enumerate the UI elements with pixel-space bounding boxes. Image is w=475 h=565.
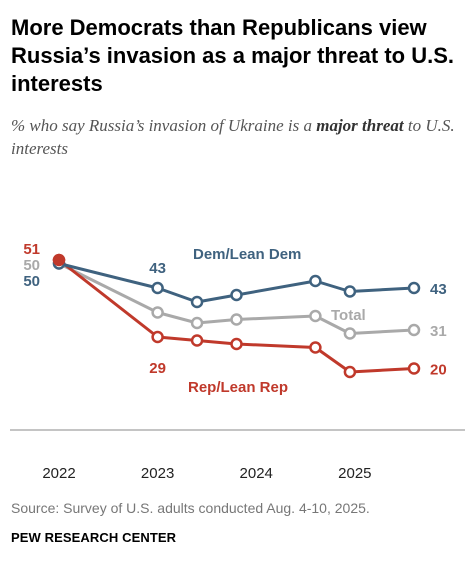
data-point-dem-lean-dem-4	[309, 274, 322, 288]
source-note: Source: Survey of U.S. adults conducted …	[11, 500, 370, 516]
series-label-dem: Dem/Lean Dem	[193, 246, 301, 263]
value-label-total-2022: 50	[23, 257, 40, 274]
data-point-dem-lean-dem-6	[407, 281, 421, 295]
data-point-dem-lean-dem-3	[230, 288, 243, 302]
data-point-dem-lean-dem-5	[343, 285, 357, 298]
data-point-total-3	[230, 313, 243, 326]
chart-title: More Democrats than Republicans view Rus…	[11, 15, 454, 96]
value-label-rep-2022: 51	[23, 241, 40, 258]
data-point-rep-lean-rep-1	[151, 330, 164, 344]
data-point-rep-lean-rep-3	[230, 337, 243, 351]
data-point-dem-lean-dem-2	[190, 295, 204, 309]
data-point-rep-lean-rep-4	[309, 341, 322, 354]
value-label-rep-2025: 20	[430, 362, 447, 379]
data-point-rep-lean-rep-5	[343, 365, 357, 379]
data-point-dem-lean-dem-1	[151, 281, 164, 295]
data-point-total-6	[407, 323, 421, 337]
chart-subtitle: % who say Russia’s invasion of Ukraine i…	[11, 114, 466, 160]
line-chart: 2022 2023 2024 20255050514329433120Dem/Lean…	[10, 241, 465, 482]
series-label-total: Total	[331, 307, 366, 324]
data-point-rep-lean-rep-2	[190, 334, 204, 347]
series-label-rep: Rep/Lean Rep	[188, 379, 288, 396]
value-label-dem-2025: 43	[430, 281, 447, 298]
value-label-rep-2023: 29	[149, 360, 166, 377]
data-point-rep-lean-rep-6	[407, 362, 421, 375]
subtitle-text-end: to U.S. interests	[11, 116, 455, 158]
value-label-dem-2022: 50	[23, 273, 40, 290]
x-tick-label-2022: 2022	[42, 465, 75, 482]
subtitle-emphasis: major threat	[316, 116, 404, 135]
data-point-total-2	[190, 316, 204, 330]
brand-logo-text: PEW RESEARCH CENTER	[11, 530, 177, 545]
x-tick-label-2023: 2023	[141, 465, 174, 482]
value-label-dem-2023: 43	[149, 260, 166, 277]
subtitle-text-start: % who say Russia’s invasion of Ukraine i…	[11, 116, 317, 135]
x-tick-label-2025: 2025	[338, 465, 371, 482]
x-tick-label-2024: 2024	[240, 465, 273, 482]
value-label-total-2025: 31	[430, 323, 447, 340]
data-point-total-5	[343, 327, 357, 340]
data-point-rep-first-filled	[52, 253, 66, 267]
data-point-total-1	[151, 306, 164, 319]
data-point-total-4	[309, 309, 322, 323]
